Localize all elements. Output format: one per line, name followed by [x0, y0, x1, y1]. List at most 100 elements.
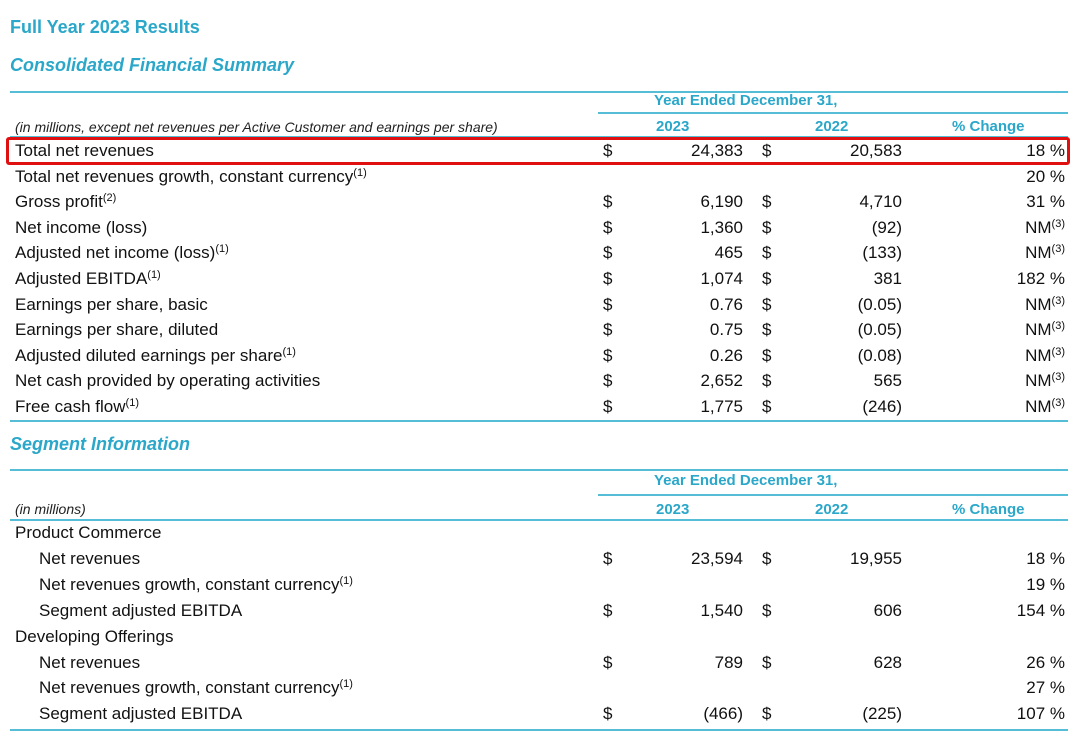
value-2022: 565: [873, 371, 902, 391]
value-2022: 628: [873, 652, 902, 672]
value-2023: (466): [703, 704, 743, 724]
percent-change: NM(3): [1025, 346, 1065, 366]
footnote-marker: (3): [1051, 320, 1065, 333]
currency-2022: $: [762, 600, 772, 620]
row-label-text: Earnings per share, basic: [15, 294, 208, 314]
percent-change: NM(3): [1025, 320, 1065, 340]
currency-2023: $: [603, 704, 613, 724]
segment-period-header: Year Ended December 31,: [654, 472, 838, 489]
value-2022: 20,583: [850, 141, 902, 160]
row-label: Gross profit(2): [15, 192, 116, 212]
currency-2023: $: [603, 294, 613, 314]
summary-table-row: Net income (loss) $1,360 $ (92) NM(3): [0, 216, 1080, 242]
currency-2023: $: [603, 192, 613, 212]
currency-2022: $: [762, 141, 772, 160]
value-2023: 6,190: [700, 192, 743, 212]
summary-table-row: Free cash flow(1) $1,775 $ (246) NM(3): [0, 395, 1080, 421]
percent-change: 27 %: [1026, 678, 1065, 698]
percent-change: 26 %: [1026, 653, 1065, 673]
value-2022: 4,710: [859, 192, 902, 212]
segment-units-note: (in millions): [15, 501, 86, 517]
value-2023: 789: [714, 652, 743, 672]
currency-2022: $: [762, 704, 772, 724]
value-2023: 0.26: [709, 345, 743, 365]
footnote-marker: (3): [1051, 294, 1065, 307]
footnote-marker: (1): [147, 269, 161, 281]
percent-change-text: NM: [1025, 243, 1052, 263]
segment-table-row: Segment adjusted EBITDA $1,540 $606 154 %: [0, 599, 1080, 625]
percent-change: 154 %: [1017, 601, 1065, 621]
percent-change-text: NM: [1025, 294, 1052, 314]
value-2023: 465: [714, 243, 743, 263]
currency-2023: $: [603, 345, 613, 365]
value-2023: 23,594: [691, 548, 743, 568]
segment-title: Segment Information: [10, 434, 191, 454]
row-label-text: Net revenues growth, constant currency: [39, 678, 340, 698]
percent-change: NM(3): [1025, 243, 1065, 263]
currency-2022: $: [762, 320, 772, 340]
summary-units-note: (in millions, except net revenues per Ac…: [15, 119, 498, 135]
footnote-marker: (2): [102, 192, 117, 205]
row-label-text: Segment adjusted EBITDA: [39, 704, 243, 724]
value-2023: 0.76: [709, 294, 743, 314]
summary-table-row: Adjusted net income (loss)(1) $465 $ (133) N…: [0, 241, 1080, 267]
footnote-marker: (3): [1051, 217, 1065, 230]
percent-change: NM(3): [1025, 371, 1065, 391]
page-title: Full Year 2023 Results: [10, 17, 200, 37]
row-label: Product Commerce: [15, 523, 161, 543]
highlight-box: [6, 137, 1070, 165]
row-label: Segment adjusted EBITDA: [39, 704, 242, 724]
value-2022: (133): [862, 243, 902, 263]
row-label-text: Segment adjusted EBITDA: [39, 600, 243, 620]
row-label-text: Net cash provided by operating activitie…: [15, 371, 321, 391]
currency-2023: $: [603, 371, 613, 391]
row-label: Net income (loss): [15, 218, 147, 238]
percent-change-text: NM: [1025, 217, 1052, 237]
currency-2023: $: [603, 217, 613, 237]
percent-change-text: 18 %: [1026, 548, 1065, 568]
row-label-text: Adjusted diluted earnings per share: [15, 345, 283, 365]
summary-table-row: Adjusted diluted earnings per share(1) $0…: [0, 344, 1080, 370]
value-2023: 0.75: [709, 320, 743, 340]
segment-table-row: Product Commerce: [0, 521, 1080, 547]
footnote-marker: (1): [339, 574, 353, 587]
currency-2023: $: [603, 269, 613, 288]
footnote-marker: (3): [1051, 397, 1065, 409]
summary-table-row: Gross profit(2) $6,190 $4,710 31 %: [0, 190, 1080, 216]
row-label-text: Net revenues: [39, 652, 141, 672]
currency-2023: $: [603, 600, 613, 620]
row-label: Adjusted net income (loss)(1): [15, 243, 229, 263]
footnote-marker: (1): [215, 243, 229, 256]
value-2023: 1,360: [700, 217, 743, 237]
currency-2022: $: [762, 269, 772, 288]
percent-change: 20 %: [1026, 167, 1065, 187]
percent-change-text: 107 %: [1016, 704, 1065, 724]
row-label-text: Total net revenues growth, constant curr…: [15, 166, 354, 186]
summary-bottom-rule: [10, 420, 1068, 422]
segment-col-2022: 2022: [815, 501, 849, 518]
summary-table-row: Total net revenues growth, constant curr…: [0, 165, 1080, 191]
summary-table-row: Earnings per share, diluted $0.75 $ (0.05) N…: [0, 318, 1080, 344]
row-label-text: Earnings per share, diluted: [15, 320, 219, 340]
row-label: Adjusted EBITDA(1): [15, 269, 161, 289]
value-2022: (92): [871, 217, 902, 237]
row-label-text: Net income (loss): [15, 217, 148, 237]
row-label: Net cash provided by operating activitie…: [15, 371, 320, 391]
summary-title: Consolidated Financial Summary: [10, 55, 295, 75]
footnote-marker: (1): [125, 397, 139, 409]
summary-table-row: Adjusted EBITDA(1) $1,074 $381 182 %: [0, 267, 1080, 293]
currency-2023: $: [603, 320, 613, 340]
percent-change: 19 %: [1026, 575, 1065, 595]
segment-bottom-rule: [10, 729, 1068, 731]
percent-change-text: NM: [1025, 320, 1052, 340]
percent-change: 107 %: [1017, 704, 1065, 724]
currency-2022: $: [762, 397, 772, 416]
row-label-text: Free cash flow: [15, 397, 126, 416]
row-label: Net revenues: [39, 549, 140, 569]
summary-table-row: Total net revenues $24,383 $20,583 18 %: [0, 139, 1080, 165]
footnote-marker: (1): [339, 678, 353, 691]
segment-table-row: Developing Offerings: [0, 625, 1080, 651]
footnote-marker: (1): [353, 166, 367, 179]
percent-change: 18 %: [1026, 549, 1065, 569]
percent-change-text: 27 %: [1026, 678, 1065, 698]
